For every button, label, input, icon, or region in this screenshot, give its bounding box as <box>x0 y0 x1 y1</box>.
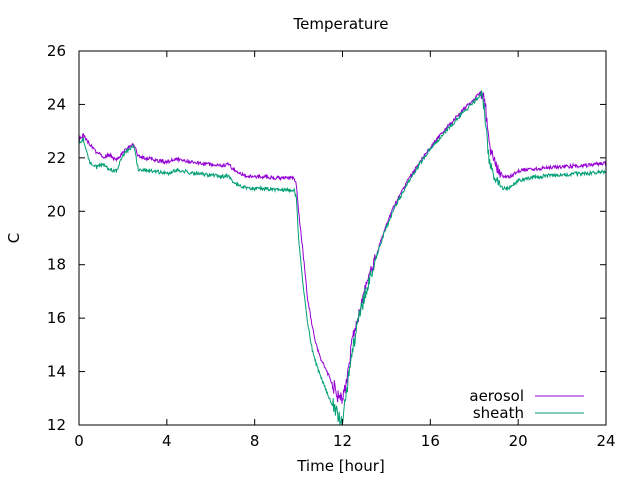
series-line-sheath <box>79 90 606 425</box>
x-tick-label: 20 <box>509 432 528 450</box>
x-axis-label: Time [hour] <box>296 457 385 475</box>
x-tick-label: 8 <box>250 432 260 450</box>
y-tick-label: 26 <box>47 42 66 60</box>
x-tick-label: 0 <box>74 432 84 450</box>
y-tick-label: 14 <box>47 363 66 381</box>
plot-border <box>78 50 607 426</box>
chart-title: Temperature <box>292 15 388 33</box>
x-tick-label: 4 <box>162 432 172 450</box>
y-tick-label: 20 <box>47 202 66 220</box>
series-line-aerosol <box>79 90 606 404</box>
x-tick-label: 16 <box>421 432 440 450</box>
x-tick-label: 12 <box>333 432 352 450</box>
y-tick-label: 24 <box>47 95 66 113</box>
legend-label-sheath: sheath <box>473 404 524 422</box>
y-tick-label: 22 <box>47 149 66 167</box>
y-tick-label: 16 <box>47 309 66 327</box>
y-tick-label: 12 <box>47 416 66 434</box>
y-axis-label: C <box>5 233 23 243</box>
legend-label-aerosol: aerosol <box>469 387 524 405</box>
x-tick-label: 24 <box>596 432 615 450</box>
y-tick-label: 18 <box>47 256 66 274</box>
